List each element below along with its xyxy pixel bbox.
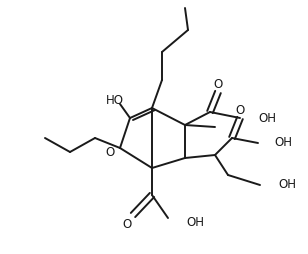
Text: O: O [106,147,115,160]
Text: HO: HO [106,93,124,106]
Text: O: O [122,218,132,231]
Text: O: O [213,77,223,90]
Text: OH: OH [278,179,296,192]
Text: OH: OH [274,136,292,150]
Text: OH: OH [258,112,276,124]
Text: OH: OH [186,216,204,230]
Text: O: O [235,103,245,117]
